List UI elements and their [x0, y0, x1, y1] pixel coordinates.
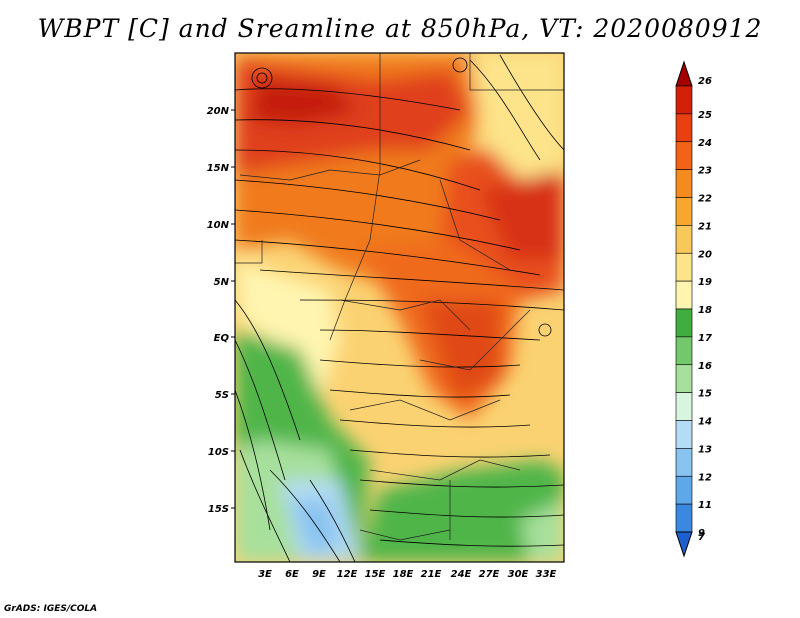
colorbar-swatch — [675, 475, 693, 505]
wbpt-shading — [235, 53, 564, 562]
colorbar-swatch — [675, 503, 693, 533]
lat-label: 5N — [214, 277, 230, 288]
colorbar-label: 21 — [698, 221, 712, 232]
colorbar-label: 18 — [698, 305, 712, 316]
colorbar-swatch — [675, 336, 693, 366]
colorbar-label: 24 — [698, 138, 712, 149]
colorbar-label: 20 — [698, 249, 712, 260]
lon-label: 24E — [451, 569, 472, 580]
lat-label: 5S — [215, 390, 229, 401]
colorbar-swatch — [675, 252, 693, 282]
colorbar-swatch — [675, 420, 693, 449]
colorbar-swatch — [675, 308, 693, 338]
colorbar-label: 17 — [698, 333, 712, 344]
colorbar-swatch — [675, 197, 693, 226]
lon-label: 33E — [536, 569, 557, 580]
colorbar-swatch — [675, 280, 693, 310]
colorbar-label: 22 — [698, 194, 712, 205]
colorbar-label: 13 — [698, 444, 712, 455]
lon-label: 21E — [421, 569, 442, 580]
lon-axis: 3E 6E 9E 12E 15E 18E 21E 24E 27E 30E 33E — [258, 569, 556, 580]
colorbar-label: 14 — [698, 417, 712, 428]
colorbar-label: 19 — [698, 277, 712, 288]
lon-label: 9E — [312, 569, 326, 580]
colorbar-swatch — [675, 448, 693, 477]
lat-label: 20N — [207, 106, 230, 117]
lat-label: 10N — [207, 220, 230, 231]
colorbar-label: 16 — [698, 361, 712, 372]
plot-frame — [234, 52, 565, 563]
colorbar-label: 9 — [698, 528, 705, 539]
streamlines — [235, 54, 564, 562]
colorbar-label: 12 — [698, 472, 712, 483]
colorbar-swatch — [675, 141, 693, 170]
colorbar-label: 15 — [698, 389, 712, 400]
lon-label: 27E — [479, 569, 500, 580]
colorbar: 26 25 24 23 22 21 20 19 18 17 16 15 14 13 12 11 97 — [675, 60, 712, 558]
colorbar-arrow-bottom — [675, 531, 693, 558]
lat-label: 15N — [207, 163, 230, 174]
lat-label: 15S — [208, 504, 229, 515]
colorbar-label: 11 — [698, 500, 712, 511]
colorbar-swatch — [675, 392, 693, 421]
lon-label: 15E — [365, 569, 386, 580]
colorbar-label: 23 — [698, 166, 712, 177]
colorbar-label: 26 — [698, 76, 712, 87]
lon-label: 6E — [285, 569, 299, 580]
chart-title: WBPT [C] and Sreamline at 850hPa, VT: 20… — [37, 14, 763, 43]
country-borders — [235, 53, 564, 541]
colorbar-swatch — [675, 85, 693, 115]
credit-text: GrADS: IGES/COLA — [4, 604, 98, 614]
lon-label: 3E — [258, 569, 272, 580]
colorbar-swatch — [675, 113, 693, 143]
lon-label: 30E — [508, 569, 529, 580]
colorbar-swatch — [675, 225, 693, 254]
colorbar-label: 25 — [698, 110, 712, 121]
colorbar-swatch — [675, 364, 693, 393]
lat-axis: 20N 15N 10N 5N EQ 5S 10S 15S — [207, 106, 235, 515]
lon-label: 12E — [337, 569, 358, 580]
lat-label: 10S — [208, 447, 229, 458]
colorbar-arrow-top — [675, 60, 693, 87]
lon-label: 18E — [393, 569, 414, 580]
lat-label: EQ — [214, 333, 230, 344]
colorbar-swatch — [675, 169, 693, 198]
colorbar-label: 7 — [698, 532, 705, 543]
